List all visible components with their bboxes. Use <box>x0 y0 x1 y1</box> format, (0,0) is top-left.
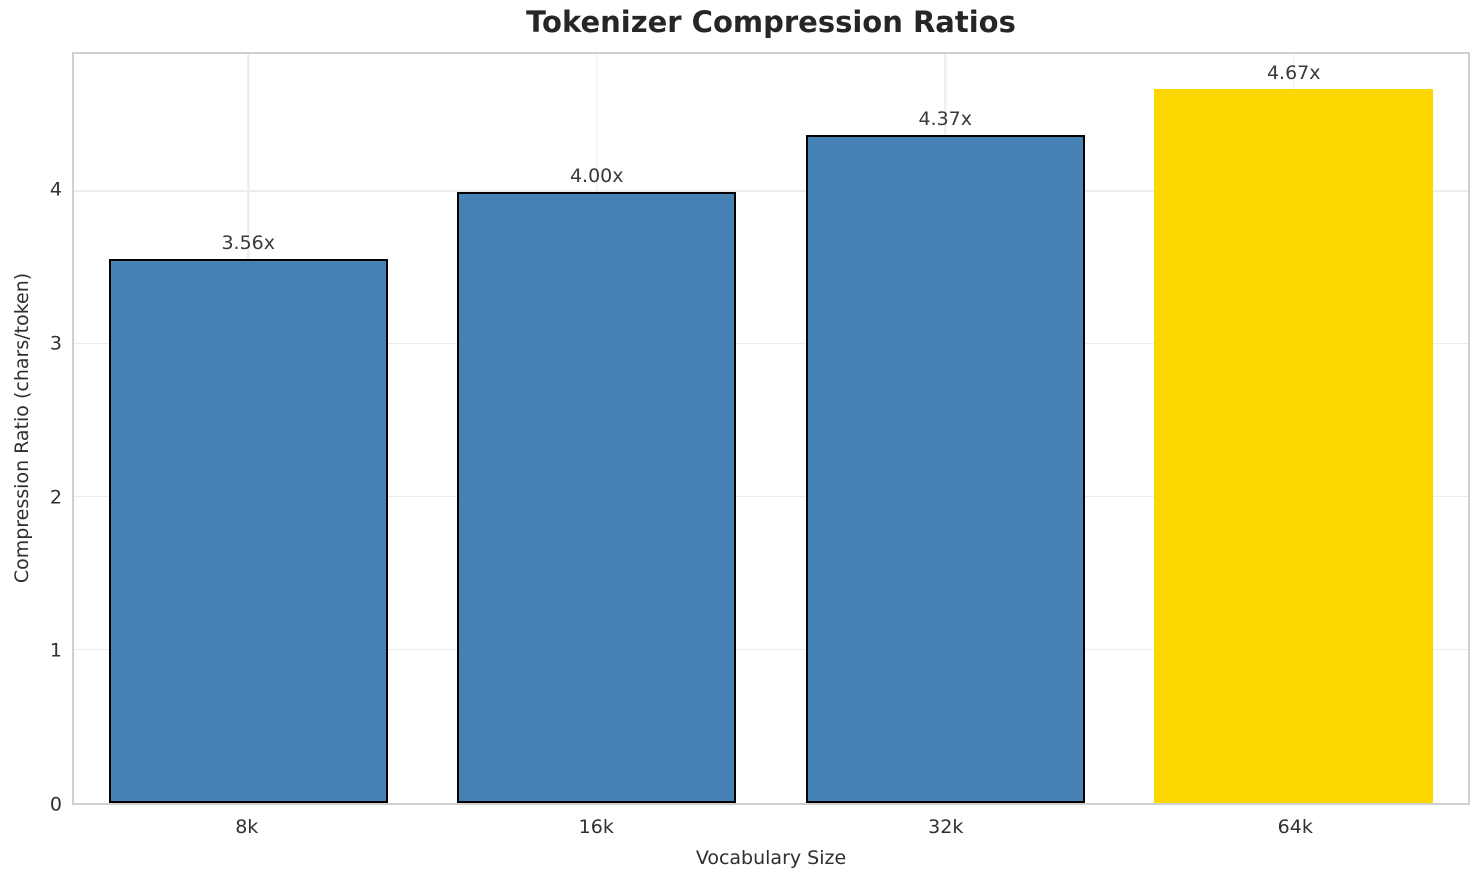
bar-32k <box>805 135 1085 803</box>
bar-value-label: 3.56x <box>221 231 276 254</box>
y-tick-label: 2 <box>49 486 62 509</box>
bar-64k <box>1154 89 1434 803</box>
bar-value-label: 4.00x <box>569 164 624 187</box>
bar-column: 4.00x <box>457 54 737 803</box>
x-tick-label: 8k <box>235 816 259 838</box>
bar-value-label: 4.67x <box>1266 62 1321 85</box>
bar-column: 3.56x <box>108 54 388 803</box>
bar-slot: 4.67x <box>1120 54 1469 803</box>
y-tick-label: 4 <box>49 178 62 201</box>
bar-16k <box>457 191 737 803</box>
x-tick-label: 32k <box>928 816 964 838</box>
x-tick-label: 64k <box>1277 816 1313 838</box>
bar-slot: 3.56x <box>74 54 423 803</box>
bar-slot: 4.00x <box>423 54 772 803</box>
y-axis-ticks: 0 1 2 3 4 <box>0 52 62 814</box>
y-tick-label: 1 <box>49 639 62 662</box>
x-axis-label: Vocabulary Size <box>695 847 847 869</box>
plot-area: 3.56x 4.00x 4.37x 4.67x <box>72 52 1470 805</box>
x-tick-label: 16k <box>578 816 614 838</box>
y-tick-label: 0 <box>49 793 62 816</box>
bars-layer: 3.56x 4.00x 4.37x 4.67x <box>74 54 1468 803</box>
bar-column: 4.37x <box>805 54 1085 803</box>
h-gridline <box>74 342 1468 345</box>
h-gridline <box>74 190 1468 192</box>
bar-8k <box>108 258 388 803</box>
h-gridline <box>74 495 1468 498</box>
bar-column: 4.67x <box>1154 54 1434 803</box>
chart-title: Tokenizer Compression Ratios <box>526 5 1016 39</box>
bar-slot: 4.37x <box>771 54 1120 803</box>
bar-value-label: 4.37x <box>918 108 973 131</box>
y-tick-label: 3 <box>49 332 62 355</box>
h-gridline <box>74 648 1468 651</box>
x-axis-ticks: 8k 16k 32k 64k <box>72 816 1470 838</box>
